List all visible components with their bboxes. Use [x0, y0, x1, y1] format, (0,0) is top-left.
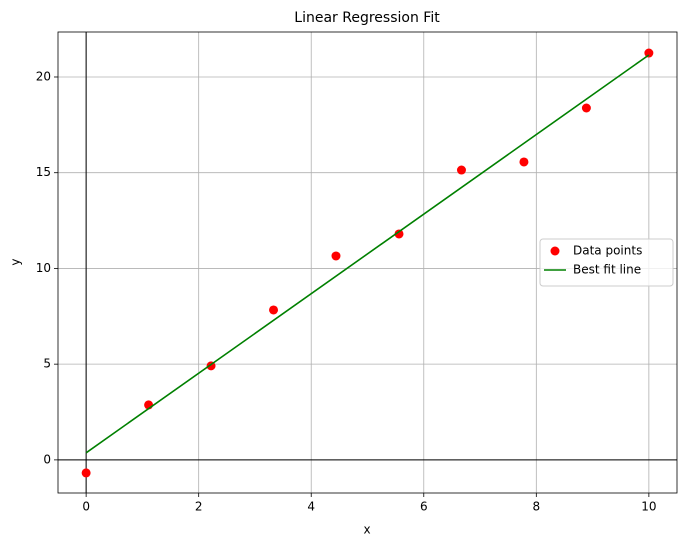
x-tick-label: 10 — [641, 500, 656, 514]
y-axis-label: y — [9, 258, 23, 265]
data-point — [331, 251, 341, 261]
x-tick-label: 2 — [195, 500, 203, 514]
data-point — [269, 305, 279, 315]
y-tick-label: 5 — [43, 357, 51, 371]
data-point — [81, 468, 91, 478]
fit-line — [85, 54, 650, 454]
chart-title: Linear Regression Fit — [294, 10, 440, 26]
data-point — [456, 165, 466, 175]
legend-label: Data points — [573, 244, 642, 258]
x-tick-label: 4 — [307, 500, 315, 514]
y-tick-label: 0 — [43, 452, 51, 466]
legend-marker — [550, 246, 560, 256]
x-tick-label: 6 — [420, 500, 428, 514]
x-tick-label: 8 — [532, 500, 540, 514]
data-point — [394, 229, 404, 239]
legend-label: Best fit line — [573, 263, 641, 277]
x-axis-label: x — [363, 523, 370, 537]
y-tick-label: 10 — [36, 261, 51, 275]
x-tick-label: 0 — [82, 500, 90, 514]
data-point — [581, 103, 591, 113]
y-tick-label: 20 — [36, 69, 51, 83]
y-tick-label: 15 — [36, 165, 51, 179]
data-point — [644, 48, 654, 58]
plot-frame — [57, 31, 678, 494]
data-point — [519, 157, 529, 167]
legend-box — [539, 238, 674, 287]
